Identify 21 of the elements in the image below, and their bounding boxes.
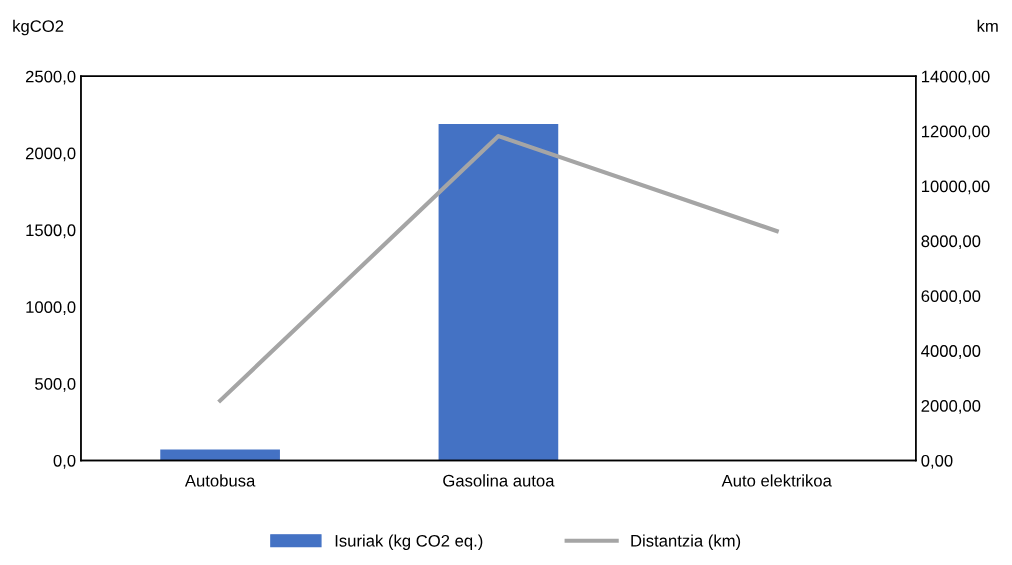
y-tick-label: 1500,0 (26, 224, 76, 239)
x-tick-label: Autobusa (184, 474, 256, 487)
y2-tick-label: 6000,00 (921, 290, 981, 304)
y-axis-title: kgCO2 (13, 19, 64, 36)
y-tick-label: 500,0 (35, 378, 76, 392)
y-tick-label: 1000,0 (26, 301, 76, 315)
legend-label: Isuriak (kg CO2 eq.) (335, 534, 483, 550)
y2-tick-label: 2000,00 (921, 399, 981, 414)
y-tick-label: 2500,0 (25, 70, 76, 85)
x-tick-label: Gasolina autoa (443, 474, 555, 487)
y2-tick-label: 8000,00 (921, 235, 981, 250)
y-tick-label: 0,0 (53, 454, 76, 469)
y2-axis-title: km (977, 19, 998, 32)
y2-tick-label: 14000,00 (921, 70, 990, 85)
y-tick-label: 2000,0 (25, 147, 76, 162)
y2-tick-label: 0,00 (921, 454, 953, 469)
legend-label: Distantzia (km) (631, 534, 741, 550)
y2-tick-label: 4000,00 (921, 345, 981, 359)
y2-tick-label: 12000,00 (921, 125, 990, 140)
y2-tick-label: 10000,00 (921, 180, 990, 195)
x-tick-label: Auto elektrikoa (721, 474, 832, 487)
